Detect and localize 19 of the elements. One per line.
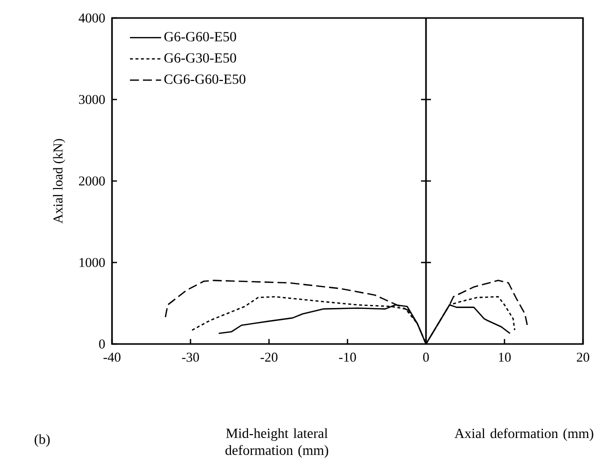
y-axis-title: Axial load (kN) bbox=[53, 139, 66, 224]
text: Axial deformation (mm) bbox=[454, 428, 594, 441]
y-tick-label: 1000 bbox=[80, 258, 105, 268]
legend-label: CG6-G60-E50 bbox=[164, 74, 246, 84]
x-tick-label: -10 bbox=[339, 352, 356, 362]
text: (b) bbox=[34, 434, 50, 447]
y-tick-label: 0 bbox=[99, 339, 105, 349]
x-tick-label: 10 bbox=[498, 352, 511, 362]
x-tick-label: -20 bbox=[260, 352, 278, 362]
legend-label: G6-G30-E50 bbox=[164, 53, 236, 63]
legend-label: G6-G60-E50 bbox=[164, 32, 236, 42]
y-tick-label: 2000 bbox=[79, 176, 105, 186]
text: Mid-height lateral deformation (mm) bbox=[225, 428, 328, 458]
y-tick-label: 4000 bbox=[78, 13, 105, 23]
x-tick-label: -30 bbox=[182, 352, 199, 362]
x-tick-label: 0 bbox=[423, 352, 429, 362]
y-tick-label: 3000 bbox=[79, 94, 105, 104]
x-tick-label: -40 bbox=[104, 352, 120, 362]
x-tick-label: 20 bbox=[576, 352, 590, 362]
